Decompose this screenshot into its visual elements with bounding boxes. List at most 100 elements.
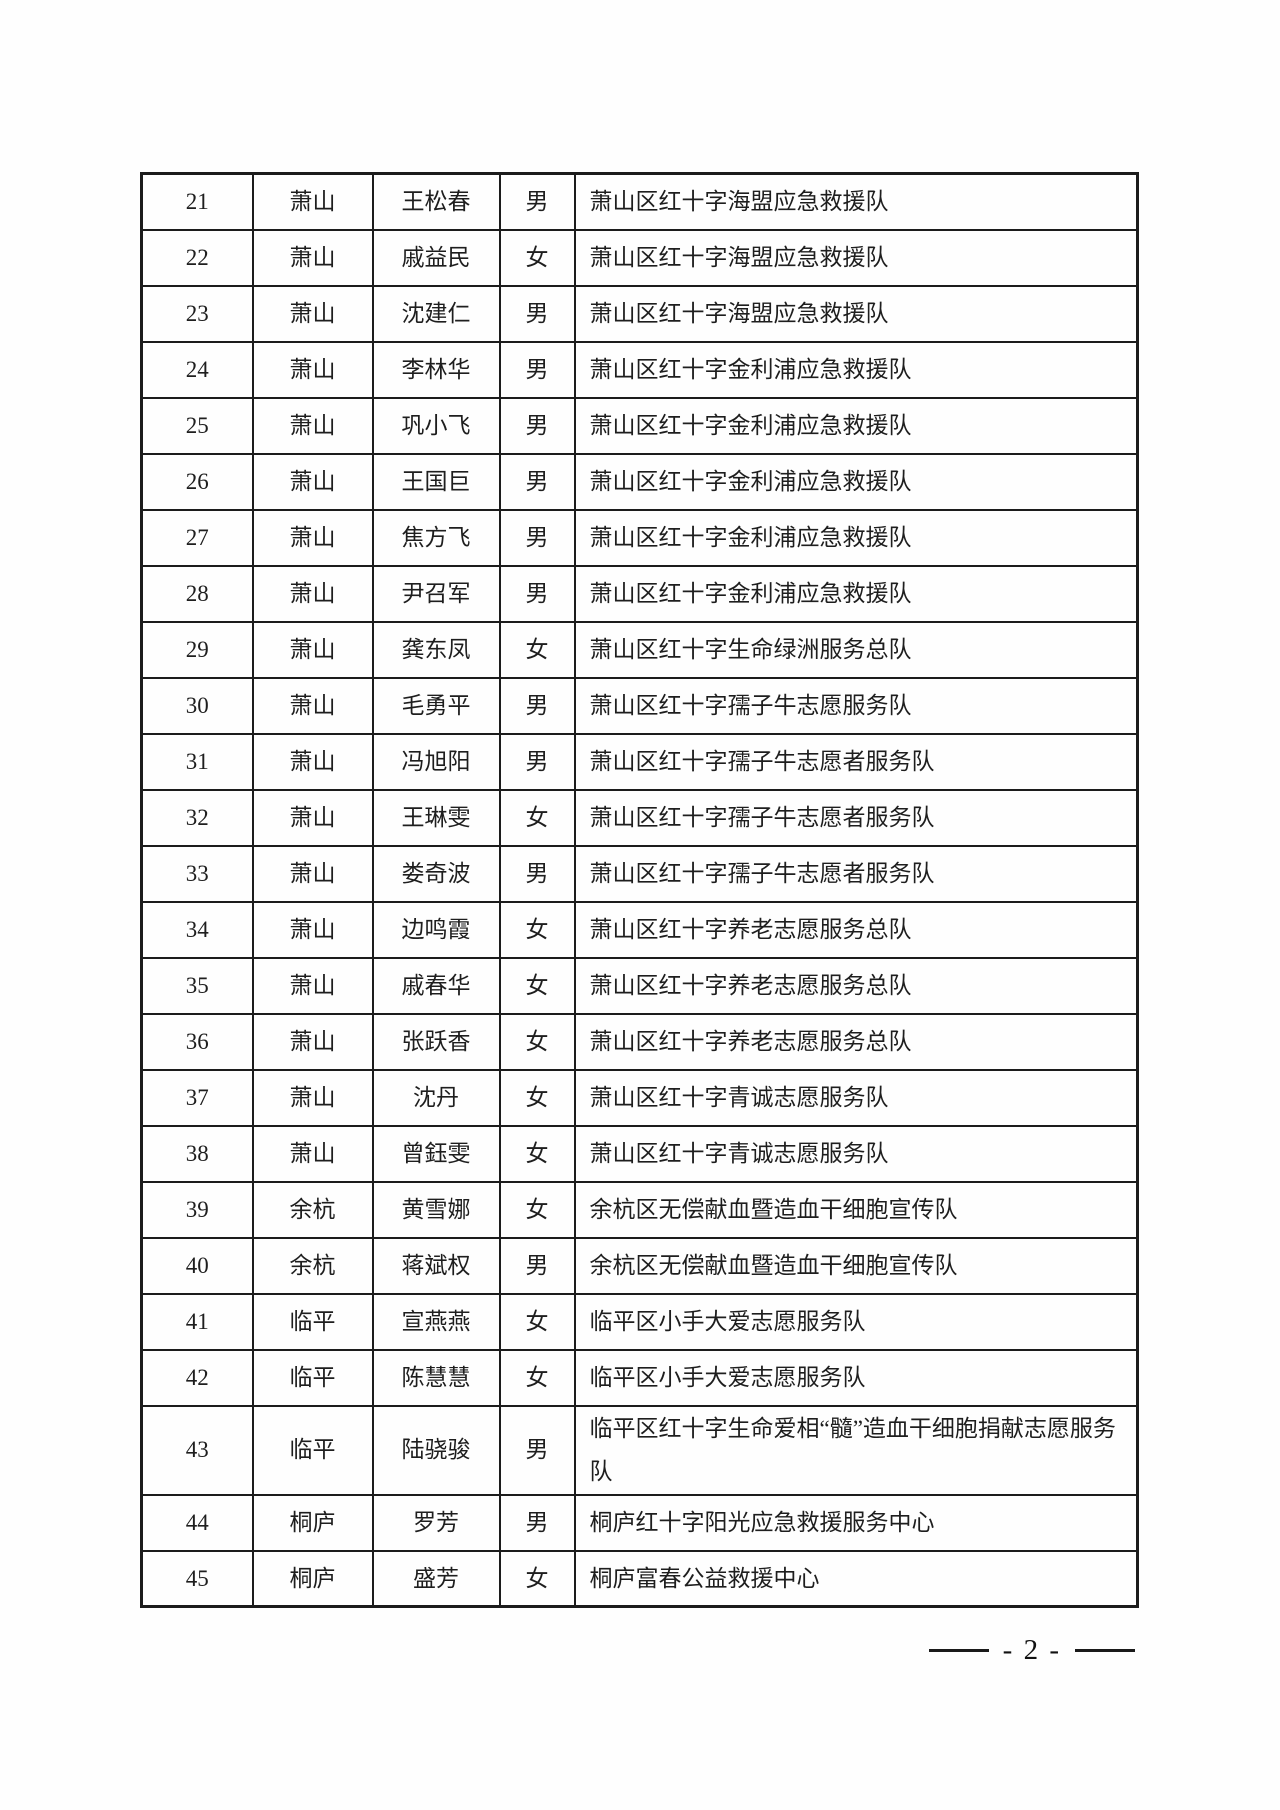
cell-gender: 男	[498, 508, 576, 567]
cell-organization: 萧山区红十字海盟应急救援队	[573, 172, 1139, 231]
cell-district: 余杭	[251, 1180, 374, 1239]
cell-district: 萧山	[251, 844, 374, 903]
cell-gender: 女	[498, 1549, 576, 1608]
cell-gender: 男	[498, 284, 576, 343]
cell-name: 陆骁骏	[371, 1404, 501, 1496]
page-footer: - 2 -	[928, 1630, 1135, 1670]
cell-index: 36	[140, 1012, 254, 1071]
cell-name: 王琳雯	[371, 788, 501, 847]
cell-organization: 余杭区无偿献血暨造血干细胞宣传队	[573, 1180, 1139, 1239]
cell-gender: 男	[498, 564, 576, 623]
cell-gender: 女	[498, 900, 576, 959]
cell-organization: 桐庐富春公益救援中心	[573, 1549, 1139, 1608]
cell-organization: 萧山区红十字青诚志愿服务队	[573, 1124, 1139, 1183]
cell-gender: 女	[498, 228, 576, 287]
cell-index: 39	[140, 1180, 254, 1239]
cell-index: 44	[140, 1493, 254, 1552]
table-row: 34 萧山 边鸣霞女萧山区红十字养老志愿服务总队	[140, 900, 1139, 959]
cell-organization: 萧山区红十字金利浦应急救援队	[573, 564, 1139, 623]
cell-organization: 萧山区红十字养老志愿服务总队	[573, 956, 1139, 1015]
cell-organization: 桐庐红十字阳光应急救援服务中心	[573, 1493, 1139, 1552]
cell-district: 萧山	[251, 1012, 374, 1071]
table-row: 29 萧山 龚东凤女萧山区红十字生命绿洲服务总队	[140, 620, 1139, 679]
table-row: 36 萧山 张跃香女萧山区红十字养老志愿服务总队	[140, 1012, 1139, 1071]
cell-organization: 萧山区红十字金利浦应急救援队	[573, 452, 1139, 511]
table-row: 43 临平 陆骁骏男临平区红十字生命爱相“髓”造血干细胞捐献志愿服务队	[140, 1404, 1139, 1496]
table-row: 41 临平 宣燕燕女临平区小手大爱志愿服务队	[140, 1292, 1139, 1351]
cell-gender: 女	[498, 956, 576, 1015]
table-row: 38 萧山 曾鈺雯女萧山区红十字青诚志愿服务队	[140, 1124, 1139, 1183]
cell-organization: 萧山区红十字孺子牛志愿者服务队	[573, 788, 1139, 847]
cell-gender: 男	[498, 396, 576, 455]
cell-gender: 女	[498, 620, 576, 679]
cell-organization: 临平区小手大爱志愿服务队	[573, 1348, 1139, 1407]
volunteer-roster-table: 21 萧山 王松春男萧山区红十字海盟应急救援队 22 萧山 戚益民女萧山区红十字海盟应急救…	[140, 172, 1139, 1609]
cell-organization: 萧山区红十字海盟应急救援队	[573, 284, 1139, 343]
cell-organization: 萧山区红十字金利浦应急救援队	[573, 340, 1139, 399]
table-row: 45 桐庐 盛芳女桐庐富春公益救援中心	[140, 1549, 1139, 1608]
cell-district: 萧山	[251, 452, 374, 511]
cell-district: 萧山	[251, 284, 374, 343]
cell-gender: 女	[498, 1180, 576, 1239]
table-row: 42 临平 陈慧慧女临平区小手大爱志愿服务队	[140, 1348, 1139, 1407]
cell-organization: 临平区小手大爱志愿服务队	[573, 1292, 1139, 1351]
cell-district: 萧山	[251, 1124, 374, 1183]
table-row: 30 萧山 毛勇平男萧山区红十字孺子牛志愿服务队	[140, 676, 1139, 735]
cell-index: 30	[140, 676, 254, 735]
cell-gender: 女	[498, 1348, 576, 1407]
table-row: 39 余杭 黄雪娜女余杭区无偿献血暨造血干细胞宣传队	[140, 1180, 1139, 1239]
cell-index: 40	[140, 1236, 254, 1295]
cell-organization: 余杭区无偿献血暨造血干细胞宣传队	[573, 1236, 1139, 1295]
cell-name: 曾鈺雯	[371, 1124, 501, 1183]
table-row: 35 萧山 戚春华女萧山区红十字养老志愿服务总队	[140, 956, 1139, 1015]
cell-gender: 女	[498, 1068, 576, 1127]
cell-organization: 萧山区红十字孺子牛志愿者服务队	[573, 844, 1139, 903]
cell-index: 38	[140, 1124, 254, 1183]
cell-name: 冯旭阳	[371, 732, 501, 791]
cell-gender: 男	[498, 732, 576, 791]
cell-name: 宣燕燕	[371, 1292, 501, 1351]
cell-district: 萧山	[251, 788, 374, 847]
table-row: 23 萧山 沈建仁男萧山区红十字海盟应急救援队	[140, 284, 1139, 343]
cell-index: 25	[140, 396, 254, 455]
cell-organization: 临平区红十字生命爱相“髓”造血干细胞捐献志愿服务队	[573, 1404, 1139, 1496]
cell-index: 45	[140, 1549, 254, 1608]
table-row: 22 萧山 戚益民女萧山区红十字海盟应急救援队	[140, 228, 1139, 287]
cell-index: 43	[140, 1404, 254, 1496]
cell-name: 盛芳	[371, 1549, 501, 1608]
cell-name: 戚益民	[371, 228, 501, 287]
table-row: 33 萧山 娄奇波男萧山区红十字孺子牛志愿者服务队	[140, 844, 1139, 903]
cell-name: 黄雪娜	[371, 1180, 501, 1239]
cell-district: 萧山	[251, 340, 374, 399]
cell-organization: 萧山区红十字青诚志愿服务队	[573, 1068, 1139, 1127]
cell-organization: 萧山区红十字金利浦应急救援队	[573, 508, 1139, 567]
table-row: 27 萧山 焦方飞男萧山区红十字金利浦应急救援队	[140, 508, 1139, 567]
cell-index: 37	[140, 1068, 254, 1127]
cell-organization: 萧山区红十字生命绿洲服务总队	[573, 620, 1139, 679]
cell-index: 26	[140, 452, 254, 511]
cell-index: 23	[140, 284, 254, 343]
footer-dash-right	[1075, 1648, 1135, 1652]
cell-district: 萧山	[251, 508, 374, 567]
cell-index: 24	[140, 340, 254, 399]
cell-district: 临平	[251, 1404, 374, 1496]
cell-district: 萧山	[251, 732, 374, 791]
cell-district: 萧山	[251, 620, 374, 679]
cell-district: 萧山	[251, 900, 374, 959]
page-number: - 2 -	[1002, 1633, 1061, 1666]
cell-gender: 男	[498, 1493, 576, 1552]
table-row: 32 萧山 王琳雯女萧山区红十字孺子牛志愿者服务队	[140, 788, 1139, 847]
table-row: 26 萧山 王国巨男萧山区红十字金利浦应急救援队	[140, 452, 1139, 511]
table-row: 40 余杭 蒋斌权男余杭区无偿献血暨造血干细胞宣传队	[140, 1236, 1139, 1295]
cell-index: 21	[140, 172, 254, 231]
cell-name: 沈建仁	[371, 284, 501, 343]
table-row: 31 萧山 冯旭阳男萧山区红十字孺子牛志愿者服务队	[140, 732, 1139, 791]
table-row: 24 萧山 李林华男萧山区红十字金利浦应急救援队	[140, 340, 1139, 399]
cell-name: 焦方飞	[371, 508, 501, 567]
cell-organization: 萧山区红十字养老志愿服务总队	[573, 900, 1139, 959]
cell-gender: 女	[498, 1292, 576, 1351]
cell-gender: 男	[498, 452, 576, 511]
cell-district: 桐庐	[251, 1549, 374, 1608]
cell-organization: 萧山区红十字孺子牛志愿服务队	[573, 676, 1139, 735]
